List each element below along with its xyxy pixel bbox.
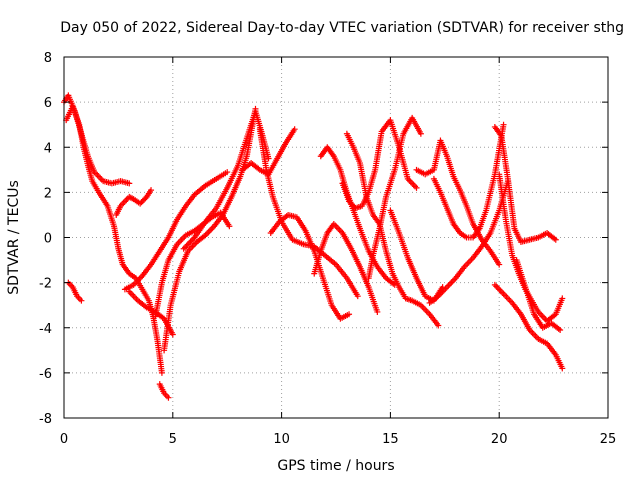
series-track-13 [256, 126, 361, 300]
data-point [137, 200, 144, 207]
y-tick-label: 4 [44, 141, 52, 156]
y-tick-label: -6 [39, 367, 52, 382]
y-tick-label: 6 [44, 96, 52, 111]
data-point [224, 169, 231, 176]
data-point [348, 201, 355, 208]
data-point [138, 199, 145, 206]
series-track-3 [65, 279, 85, 304]
y-tick-label: -8 [39, 412, 52, 427]
y-axis-label: SDTVAR / TECUs [6, 180, 22, 295]
data-point [142, 195, 149, 202]
data-point [165, 394, 172, 401]
data-point [148, 187, 155, 194]
data-point [552, 236, 559, 243]
data-point [496, 261, 503, 268]
y-tick-label: 8 [44, 51, 52, 66]
series-track-10 [156, 381, 172, 401]
data-point [291, 126, 298, 133]
x-tick-label: 15 [382, 432, 399, 447]
series-track-24 [491, 123, 559, 246]
series-track-9 [161, 105, 259, 354]
data-points [61, 92, 566, 401]
data-point [126, 180, 133, 187]
series-track-2 [63, 103, 111, 209]
data-point [413, 184, 420, 191]
data-point [158, 369, 165, 376]
data-point [417, 130, 424, 137]
data-point [346, 311, 353, 318]
data-point [349, 202, 356, 209]
series-track-8 [152, 209, 233, 320]
x-tick-label: 20 [491, 432, 508, 447]
data-point [557, 327, 564, 334]
series-track-18 [343, 130, 442, 329]
chart-title: Day 050 of 2022, Sidereal Day-to-day VTE… [60, 20, 624, 36]
series-track-6 [121, 169, 231, 293]
series-track-16 [317, 144, 398, 288]
series-track-26 [491, 281, 566, 372]
series-track-20 [387, 207, 446, 304]
x-tick-label: 25 [600, 432, 617, 447]
series-track-19 [365, 114, 424, 282]
data-point [347, 199, 354, 206]
x-tick-label: 5 [169, 432, 177, 447]
series-track-5 [113, 187, 155, 218]
y-tick-label: 2 [44, 186, 52, 201]
data-point [559, 365, 566, 372]
series-track-4 [104, 202, 165, 376]
x-tick-label: 0 [60, 432, 68, 447]
data-point [374, 308, 381, 315]
data-point [559, 295, 566, 302]
x-axis-label: GPS time / hours [277, 458, 394, 474]
data-point [354, 293, 361, 300]
series-track-15 [311, 220, 381, 315]
data-point [435, 322, 442, 329]
data-point [346, 198, 353, 205]
y-tick-label: -2 [39, 277, 52, 292]
series-track-14 [267, 211, 353, 322]
y-tick-label: 0 [44, 232, 52, 247]
y-tick-label: -4 [39, 322, 52, 337]
grid-lines [64, 57, 608, 418]
series-track-27 [513, 257, 564, 334]
data-point [78, 297, 85, 304]
data-point [141, 196, 148, 203]
data-point [500, 121, 507, 128]
data-point [139, 197, 146, 204]
data-point [169, 331, 176, 338]
series-track-17 [339, 117, 420, 212]
series-track-21 [413, 137, 503, 268]
x-tick-label: 10 [273, 432, 290, 447]
data-point [226, 223, 233, 230]
